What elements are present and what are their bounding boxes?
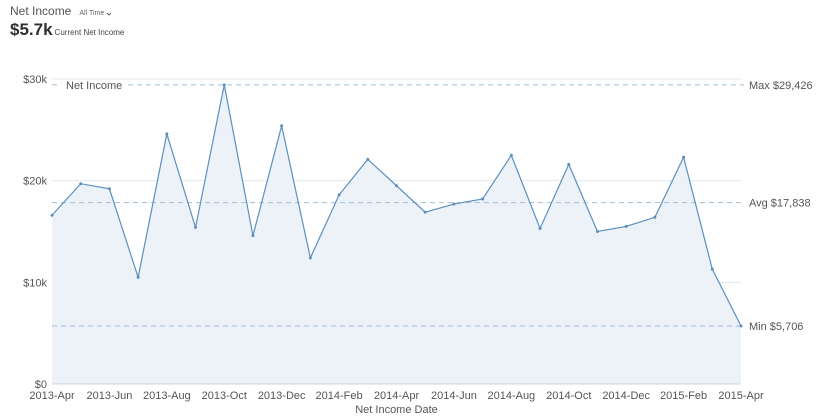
- data-point: [165, 132, 169, 136]
- x-tick-label: 2014-Oct: [546, 390, 591, 402]
- y-tick-label: $10k: [23, 277, 47, 289]
- x-tick-label: 2013-Apr: [29, 390, 75, 402]
- data-point: [194, 225, 198, 229]
- x-axis-title: Net Income Date: [355, 404, 438, 416]
- x-tick-label: 2015-Feb: [660, 390, 707, 402]
- data-point: [423, 210, 427, 214]
- x-tick-label: 2013-Dec: [258, 390, 306, 402]
- time-range-label: All Time: [79, 10, 105, 17]
- data-point: [624, 224, 628, 228]
- data-point: [79, 182, 83, 186]
- data-point: [366, 157, 370, 161]
- series-area: [52, 84, 741, 385]
- data-point: [595, 230, 599, 233]
- x-tick-label: 2015-Apr: [718, 390, 764, 402]
- data-point: [308, 256, 312, 260]
- x-tick-label: 2014-Apr: [374, 390, 420, 402]
- title-row: Net Income All Time: [10, 4, 124, 18]
- data-point: [538, 226, 542, 230]
- chart-title: Net Income: [10, 4, 72, 18]
- x-tick-label: 2014-Jun: [431, 390, 477, 402]
- data-point: [337, 193, 341, 197]
- time-range-dropdown[interactable]: All Time: [79, 10, 112, 17]
- kpi-row: $5.7k Current Net Income: [10, 20, 124, 40]
- reference-label-max: Max $29,426: [749, 80, 813, 92]
- data-point: [452, 202, 456, 206]
- data-point: [739, 324, 743, 328]
- data-point: [710, 267, 714, 271]
- x-tick-label: 2014-Aug: [487, 390, 535, 402]
- series-name-label: Net Income: [66, 80, 122, 92]
- data-point: [50, 213, 54, 217]
- chart-header: Net Income All Time $5.7k Current Net In…: [10, 4, 124, 40]
- data-point: [682, 155, 686, 159]
- y-tick-label: $0: [35, 379, 47, 391]
- chevron-down-icon: [106, 12, 112, 16]
- data-point: [107, 187, 111, 191]
- reference-label-avg: Avg $17,838: [749, 198, 811, 210]
- data-point: [136, 275, 140, 279]
- current-net-income-value: $5.7k: [10, 20, 53, 39]
- data-point: [251, 234, 255, 238]
- data-point: [653, 215, 657, 219]
- data-point: [567, 162, 571, 166]
- data-point: [509, 153, 513, 157]
- x-tick-label: 2013-Jun: [86, 390, 132, 402]
- data-point: [481, 197, 485, 201]
- y-tick-label: $20k: [23, 176, 47, 188]
- current-net-income-label: Current Net Income: [54, 28, 125, 37]
- data-point: [222, 83, 226, 87]
- data-point: [280, 124, 284, 128]
- x-tick-label: 2014-Feb: [316, 390, 363, 402]
- x-tick-label: 2014-Dec: [602, 390, 650, 402]
- reference-label-min: Min $5,706: [749, 321, 803, 333]
- data-point: [395, 184, 398, 188]
- x-tick-label: 2013-Oct: [202, 390, 247, 402]
- y-tick-label: $30k: [23, 74, 47, 86]
- x-tick-label: 2013-Aug: [143, 390, 191, 402]
